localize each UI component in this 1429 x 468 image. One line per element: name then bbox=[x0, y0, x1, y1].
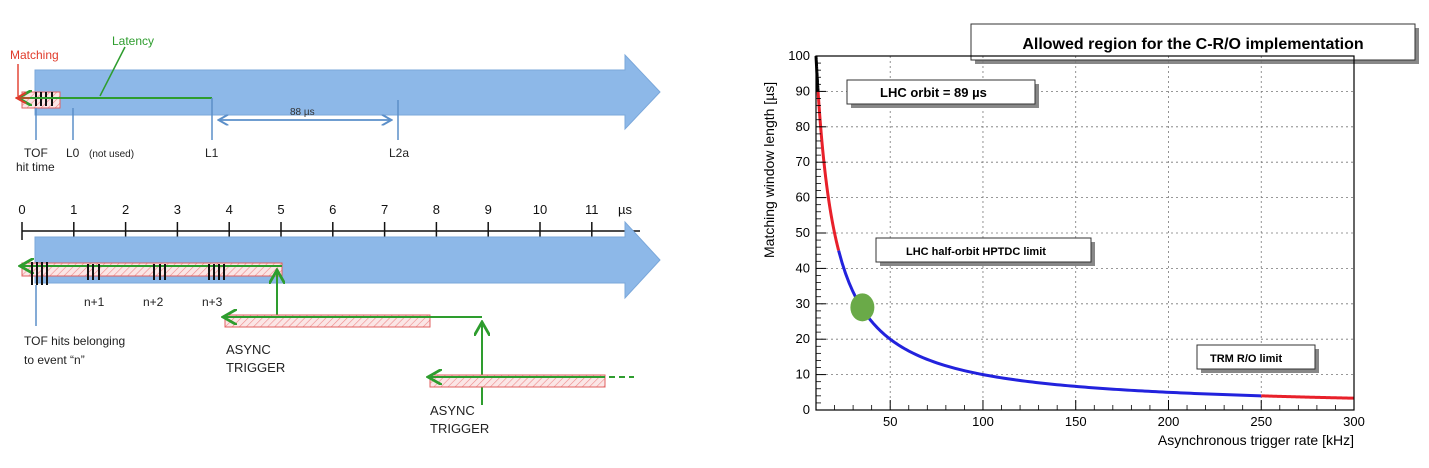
lhc-orbit-box bbox=[846, 79, 1036, 105]
half-orbit-label: LHC half-orbit HPTDC limit bbox=[906, 246, 1046, 258]
operating-point-marker bbox=[850, 293, 875, 322]
x-tick-label: 50 bbox=[883, 414, 897, 429]
l0-label: L0 bbox=[66, 146, 80, 160]
latency-label: Latency bbox=[112, 34, 154, 48]
x-axis-label: Asynchronous trigger rate [kHz] bbox=[1158, 432, 1354, 448]
scale-tick-label: 7 bbox=[381, 202, 388, 217]
latency-pointer bbox=[99, 46, 126, 97]
n1-label: n+1 bbox=[84, 295, 105, 309]
rate-chart: Allowed region for the C-R/O implementat… bbox=[730, 0, 1429, 463]
trm-label: TRM R/O limit bbox=[1210, 353, 1282, 365]
trm-box bbox=[1196, 344, 1316, 370]
x-tick-label: 150 bbox=[1065, 414, 1087, 429]
timing-diagram: Latency Matching 88 µs TOF hit time L0 (… bbox=[0, 0, 680, 463]
x-tick-label: 100 bbox=[972, 414, 994, 429]
y-tick-label: 20 bbox=[796, 331, 810, 346]
bottom-hit-ticks bbox=[31, 262, 225, 285]
y-axis-label: Matching window length [µs] bbox=[761, 82, 777, 258]
scale-tick-label: 3 bbox=[174, 202, 181, 217]
time-scale-unit: µs bbox=[618, 202, 632, 217]
plot-curves bbox=[814, 55, 1355, 400]
async-trigger-2-label-a: ASYNC bbox=[430, 403, 475, 418]
async-trigger-2-label-b: TRIGGER bbox=[430, 421, 489, 436]
y-tick-label: 80 bbox=[796, 119, 810, 134]
matching-window-event-n bbox=[21, 262, 283, 277]
tof-hit-time-label-1: TOF bbox=[24, 146, 48, 160]
tof-hits-label-2: to event “n” bbox=[24, 353, 85, 367]
scale-tick-label: 0 bbox=[18, 202, 25, 217]
y-tick-label: 40 bbox=[796, 260, 810, 275]
l1-label: L1 bbox=[205, 146, 219, 160]
chart-svg: Allowed region for the C-R/O implementat… bbox=[761, 23, 1419, 448]
series-line bbox=[816, 90, 841, 251]
n2-label: n+2 bbox=[143, 295, 164, 309]
tof-hits-label-1: TOF hits belonging bbox=[24, 334, 125, 348]
scale-tick-label: 6 bbox=[329, 202, 336, 217]
scale-tick-label: 1 bbox=[70, 202, 77, 217]
matching-label: Matching bbox=[10, 48, 59, 62]
time-scale-ticks: 0 1 2 3 4 5 6 7 8 9 10 11 bbox=[18, 202, 599, 240]
series-line bbox=[1261, 394, 1355, 400]
half-orbit-box bbox=[875, 237, 1092, 263]
lhc-orbit-label: LHC orbit = 89 µs bbox=[880, 85, 987, 100]
scale-tick-label: 2 bbox=[122, 202, 129, 217]
y-tick-label: 70 bbox=[796, 154, 810, 169]
scale-tick-label: 11 bbox=[585, 202, 599, 217]
y-tick-label: 50 bbox=[796, 225, 810, 240]
y-tick-label: 60 bbox=[796, 190, 810, 205]
async-trigger-1-label-a: ASYNC bbox=[226, 342, 271, 357]
async-trigger-1-label-b: TRIGGER bbox=[226, 360, 285, 375]
n3-label: n+3 bbox=[202, 295, 223, 309]
y-tick-label: 100 bbox=[788, 48, 810, 63]
y-tick-label: 90 bbox=[796, 83, 810, 98]
timing-diagram-svg: Latency Matching 88 µs TOF hit time L0 (… bbox=[10, 34, 661, 436]
scale-tick-label: 10 bbox=[533, 202, 547, 217]
l2a-label: L2a bbox=[389, 146, 409, 160]
scale-tick-label: 4 bbox=[226, 202, 233, 217]
y-tick-label: 30 bbox=[796, 296, 810, 311]
x-tick-label: 250 bbox=[1250, 414, 1272, 429]
top-time-arrow bbox=[34, 53, 661, 131]
y-tick-label: 0 bbox=[803, 402, 810, 417]
scale-tick-label: 8 bbox=[433, 202, 440, 217]
x-ticks: 50 100 150 200 250 300 bbox=[834, 400, 1365, 429]
tof-hit-time-label-2: hit time bbox=[16, 160, 55, 174]
y-tick-label: 10 bbox=[796, 367, 810, 382]
scale-tick-label: 5 bbox=[277, 202, 284, 217]
l0-note: (not used) bbox=[89, 149, 134, 160]
title-box bbox=[970, 23, 1416, 61]
chart-title: Allowed region for the C-R/O implementat… bbox=[1022, 36, 1363, 53]
series-line bbox=[837, 250, 1262, 398]
y-ticks: 0 10 20 30 40 50 60 70 80 90 100 bbox=[788, 48, 826, 417]
x-tick-label: 300 bbox=[1343, 414, 1365, 429]
bottom-time-arrow bbox=[34, 220, 661, 300]
x-tick-label: 200 bbox=[1158, 414, 1180, 429]
interval-label: 88 µs bbox=[290, 107, 315, 118]
scale-tick-label: 9 bbox=[485, 202, 492, 217]
